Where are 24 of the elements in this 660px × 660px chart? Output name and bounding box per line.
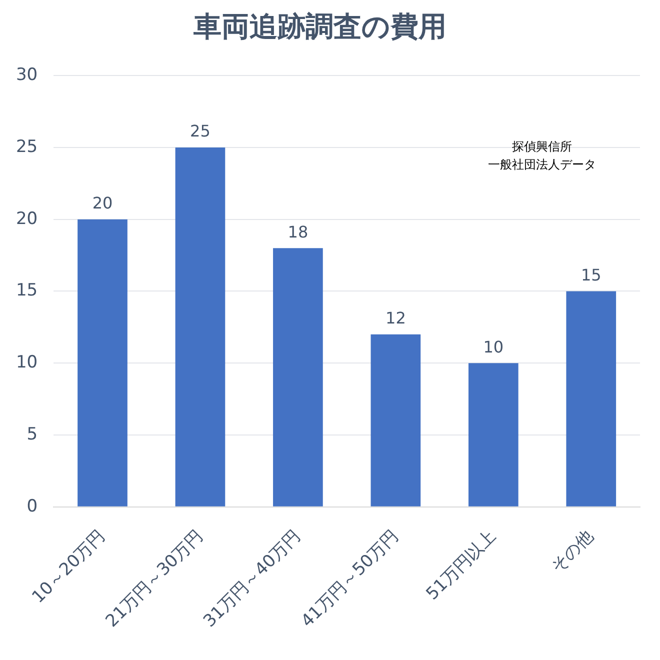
x-tick-label: 51万円以上 [422,526,500,604]
data-label: 12 [386,308,406,328]
y-tick-label: 30 [16,65,38,86]
x-tick-label: その他 [548,526,598,577]
bar [566,291,616,506]
annotation: 探偵興信所一般社団法人データ [488,140,596,172]
y-tick-label: 5 [26,424,38,444]
x-tick-label: 10～20万円 [28,526,110,608]
bar [468,363,518,506]
y-tick-label: 25 [16,136,38,157]
chart-title: 車両追跡調査の費用 [192,10,446,44]
bar [370,334,421,506]
bar [78,219,128,506]
y-tick-label: 15 [16,280,38,301]
y-tick-label: 20 [16,208,38,229]
data-label: 15 [580,265,602,284]
data-label: 20 [92,194,113,213]
bar [273,248,323,506]
data-label: 25 [190,122,210,141]
y-tick-label: 10 [16,352,38,373]
y-tick-label: 0 [26,496,38,516]
bar [175,147,226,506]
data-label: 18 [288,222,308,242]
data-label: 10 [483,337,504,356]
